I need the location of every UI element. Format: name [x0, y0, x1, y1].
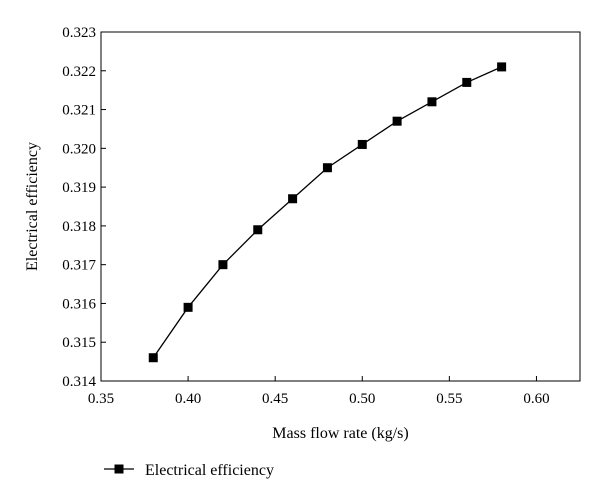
legend-label: Electrical efficiency	[145, 462, 274, 479]
y-tick-label: 0.317	[62, 258, 96, 274]
plot-frame	[100, 31, 581, 382]
y-tick-label: 0.323	[62, 25, 96, 41]
x-tick-label: 0.55	[436, 391, 462, 407]
y-tick-label: 0.321	[62, 103, 96, 119]
x-tick-label: 0.35	[88, 391, 114, 407]
y-tick-label: 0.322	[62, 64, 96, 80]
data-point	[218, 260, 228, 270]
data-point	[253, 225, 263, 235]
y-tick-label: 0.318	[62, 219, 96, 235]
data-point	[183, 302, 193, 312]
data-point	[497, 62, 507, 72]
y-tick-label: 0.319	[62, 180, 96, 196]
data-point	[322, 163, 332, 173]
y-axis-title: Electrical efficiency	[24, 142, 41, 271]
x-axis-title: Mass flow rate (kg/s)	[272, 425, 408, 442]
y-axis-ticks: 0.314 0.315 0.316 0.317 0.318 0.319 0.320 0.321…	[62, 25, 106, 390]
legend: Electrical efficiency	[104, 462, 274, 479]
y-tick-label: 0.320	[62, 141, 96, 157]
x-axis-ticks: 0.35 0.40 0.45 0.50 0.55 0.60	[88, 376, 550, 407]
legend-marker-swatch	[114, 464, 124, 474]
series-line	[152, 66, 502, 359]
y-tick-label: 0.316	[62, 296, 96, 312]
x-tick-label: 0.60	[523, 391, 549, 407]
data-point	[462, 77, 472, 87]
data-point	[392, 116, 402, 126]
series-group	[148, 62, 507, 363]
x-tick-label: 0.40	[175, 391, 201, 407]
x-tick-label: 0.50	[349, 391, 375, 407]
data-point	[288, 194, 298, 204]
y-tick-label: 0.314	[62, 374, 96, 390]
data-point	[427, 97, 437, 107]
y-tick-label: 0.315	[62, 335, 96, 351]
data-point	[148, 353, 158, 363]
data-point	[357, 139, 367, 149]
x-tick-label: 0.45	[262, 391, 288, 407]
